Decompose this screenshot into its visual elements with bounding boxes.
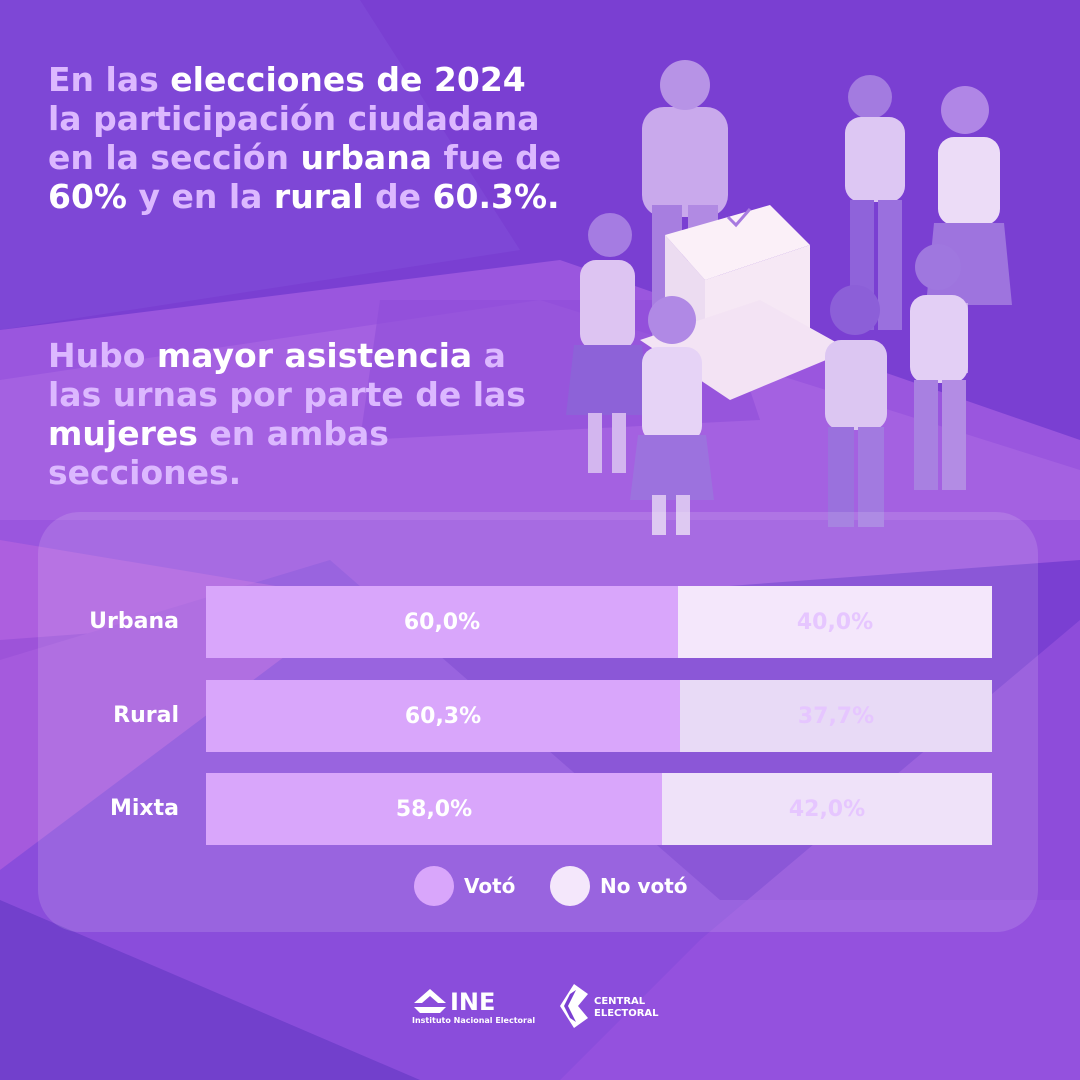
headline-run: de <box>363 177 433 216</box>
headline-run: elecciones de 2024 <box>170 60 526 99</box>
headline-run: urbana <box>300 138 432 177</box>
bar-segment-no-voto: 37,7% <box>680 680 992 752</box>
central-logo-line1: CENTRAL <box>594 996 646 1007</box>
headline-run: mujeres <box>48 414 198 453</box>
bar-segment-no-voto: 40,0% <box>678 586 992 658</box>
bar-segment-no-voto: 42,0% <box>662 773 992 845</box>
headline-run: Hubo <box>48 336 157 375</box>
ine-logo-name: INE <box>450 988 495 1016</box>
central-logo-line2: ELECTORAL <box>594 1008 659 1019</box>
bar-row: 58,0% 42,0% <box>206 773 992 845</box>
headline-run: rural <box>273 177 364 216</box>
bar-segment-voto: 58,0% <box>206 773 662 845</box>
headline-run: 60% <box>48 177 127 216</box>
legend-item: No votó <box>550 866 688 906</box>
person-figure-front-center <box>630 296 714 535</box>
headline-run: a las urnas por parte de las <box>48 336 526 414</box>
headline-run: en ambas secciones. <box>48 414 389 492</box>
headline-run: mayor asistencia <box>156 336 473 375</box>
voters-ballot-box-illustration <box>566 60 1012 535</box>
bar-row: 60,0% 40,0% <box>206 586 992 658</box>
person-figure-front-right <box>825 285 887 527</box>
legend-label: No votó <box>600 874 688 898</box>
category-label: Mixta <box>110 796 179 821</box>
legend-swatch <box>414 866 454 906</box>
bar-row: 60,3% 37,7% <box>206 680 992 752</box>
headline-run: 60.3%. <box>432 177 560 216</box>
headline-run: fue de <box>431 138 562 177</box>
headline-women-attendance: Hubo mayor asistencia a las urnas por pa… <box>48 336 568 492</box>
headline-run: la participación ciudadana en la sección <box>48 99 540 177</box>
legend-swatch <box>550 866 590 906</box>
central-electoral-logo: CENTRAL ELECTORAL <box>560 984 659 1028</box>
bar-segment-voto: 60,0% <box>206 586 678 658</box>
legend-label: Votó <box>464 874 516 898</box>
ine-logo-subtitle: Instituto Nacional Electoral <box>412 1016 535 1025</box>
category-label: Rural <box>113 703 179 728</box>
person-figure-front-left <box>566 213 650 473</box>
headline-run: En las <box>48 60 171 99</box>
ine-logo: INE Instituto Nacional Electoral <box>412 988 535 1025</box>
person-figure-far-right <box>910 244 968 490</box>
headline-participation: En las elecciones de 2024 la participaci… <box>48 60 568 216</box>
bar-segment-voto: 60,3% <box>206 680 680 752</box>
headline-run: y en la <box>127 177 274 216</box>
category-label: Urbana <box>89 609 179 634</box>
legend-item: Votó <box>414 866 515 906</box>
